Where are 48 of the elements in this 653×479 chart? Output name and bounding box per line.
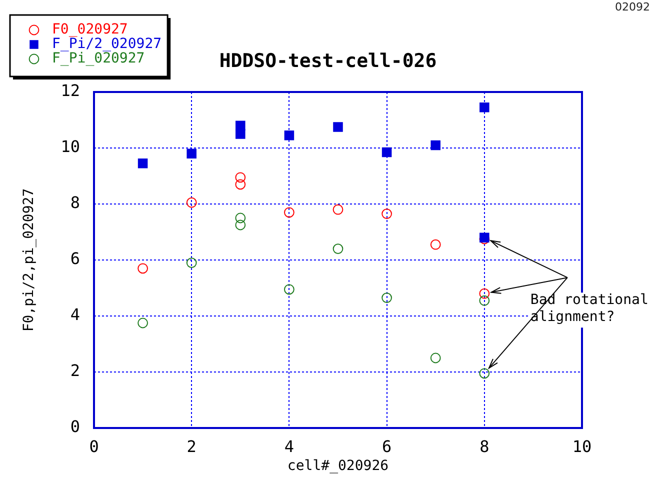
y-tick-label: 6 <box>70 249 80 268</box>
point <box>186 197 197 208</box>
point <box>332 204 344 215</box>
point <box>138 158 148 168</box>
x-tick-label: 6 <box>382 436 392 456</box>
point <box>332 244 344 254</box>
x-tick-label: 8 <box>480 436 490 456</box>
point <box>138 263 148 274</box>
point <box>235 172 246 183</box>
point <box>333 122 343 132</box>
point <box>430 140 440 150</box>
point <box>235 179 246 190</box>
x-tick-label: 4 <box>284 436 294 456</box>
x-tick-label: 2 <box>186 436 196 456</box>
point <box>138 318 148 328</box>
point <box>480 102 490 112</box>
point <box>284 284 294 295</box>
y-tick-label: 4 <box>70 305 80 324</box>
y-tick-label: 2 <box>70 361 80 380</box>
point <box>236 120 246 130</box>
y-tick-label: 12 <box>60 81 80 100</box>
x-tick-label: 10 <box>572 436 592 456</box>
point <box>479 368 490 379</box>
point <box>235 212 246 224</box>
point <box>382 147 392 158</box>
point <box>284 207 294 218</box>
point <box>284 130 294 140</box>
text: 02092 <box>615 0 650 14</box>
chart-title: HDDSO-test-cell-026 <box>219 50 437 72</box>
point <box>430 352 441 364</box>
y-tick-label: 8 <box>70 193 80 212</box>
point <box>236 129 246 139</box>
y-axis-title: F0,pi/2,pi_020927 <box>21 188 38 332</box>
point <box>430 239 441 250</box>
point <box>479 295 490 306</box>
point <box>382 208 392 219</box>
point <box>186 148 196 158</box>
y-tick-label: 0 <box>70 417 80 436</box>
legend-label: F_Pi_020927 <box>52 50 145 67</box>
y-tick-label: 10 <box>60 137 80 156</box>
point <box>186 258 197 268</box>
point <box>235 220 246 230</box>
point <box>382 292 392 303</box>
x-tick-label: 0 <box>89 436 99 456</box>
legend-label: F0_020927 <box>52 22 128 38</box>
point <box>479 288 490 299</box>
x-axis-title: cell#_020926 <box>287 458 389 474</box>
legend-label: F_Pi/2_020927 <box>52 36 162 52</box>
